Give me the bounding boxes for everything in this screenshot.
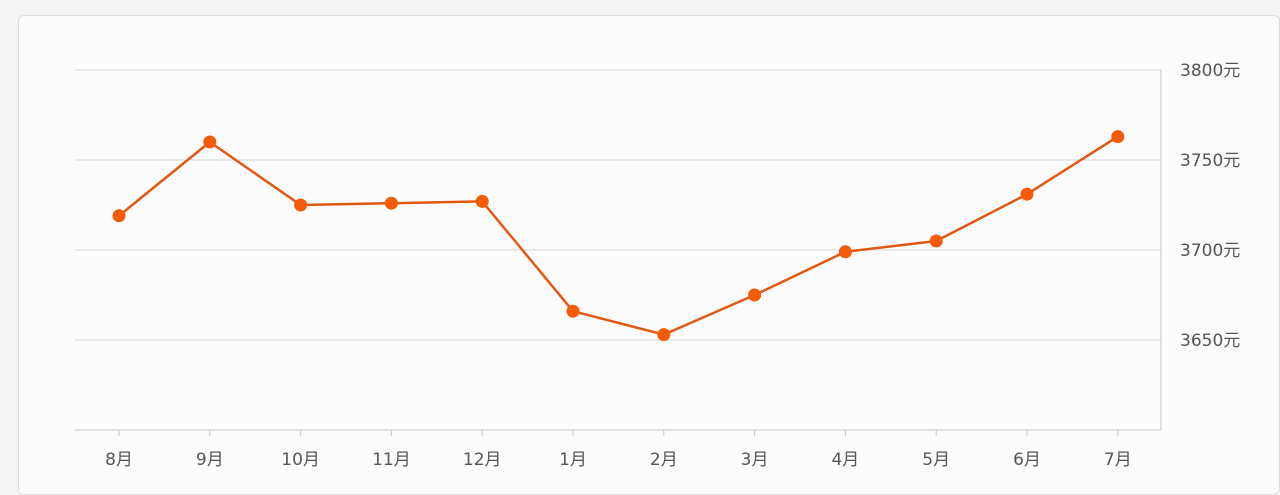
y-tick-label: 3700元 (1180, 241, 1240, 261)
chart-card (18, 15, 1280, 495)
x-tick-label: 1月 (559, 450, 587, 470)
x-tick-label: 7月 (1104, 450, 1132, 470)
grid-lines (75, 69, 1161, 341)
data-point[interactable] (1020, 187, 1034, 201)
data-point[interactable] (566, 304, 580, 318)
y-axis: 3650元 3700元 3750元 3800元 (1160, 61, 1240, 430)
data-point[interactable] (1111, 130, 1125, 144)
x-tick-label: 3月 (741, 450, 769, 470)
data-point[interactable] (203, 135, 217, 149)
y-tick-label: 3650元 (1180, 331, 1240, 351)
data-point[interactable] (112, 209, 126, 223)
x-tick-label: 10月 (281, 450, 320, 470)
x-axis: 8月 9月 10月 11月 12月 1月 2月 3月 4月 5月 6月 7月 (75, 429, 1161, 470)
x-tick-label: 8月 (105, 450, 133, 470)
data-point[interactable] (929, 234, 943, 248)
data-point[interactable] (657, 328, 671, 342)
x-tick-label: 4月 (831, 450, 859, 470)
data-point[interactable] (384, 196, 398, 210)
x-tick-label: 2月 (650, 450, 678, 470)
x-tick-label: 5月 (922, 450, 950, 470)
y-tick-label: 3800元 (1180, 61, 1240, 81)
x-tick-label: 12月 (463, 450, 502, 470)
data-point[interactable] (475, 194, 489, 208)
data-point[interactable] (838, 245, 852, 259)
data-series (112, 130, 1125, 342)
data-point[interactable] (294, 198, 308, 212)
x-tick-label: 6月 (1013, 450, 1041, 470)
data-point[interactable] (748, 288, 762, 302)
series-line (118, 135, 1119, 336)
y-tick-label: 3750元 (1180, 151, 1240, 171)
x-tick-label: 9月 (196, 450, 224, 470)
x-tick-label: 11月 (372, 450, 411, 470)
